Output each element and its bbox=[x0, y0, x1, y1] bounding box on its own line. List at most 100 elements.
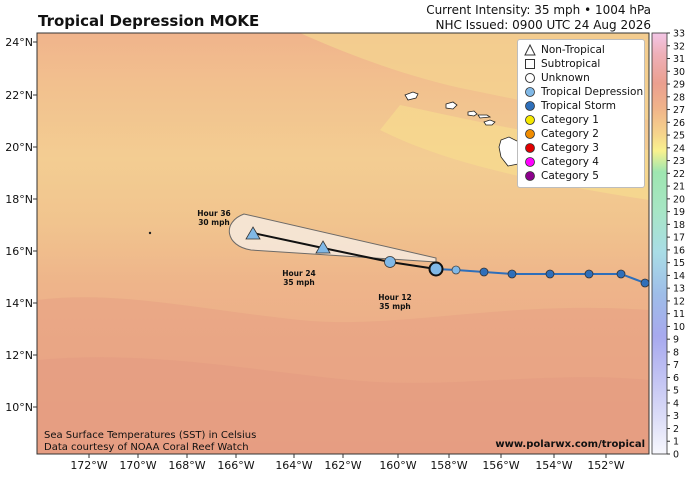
forecast-label-hour12-time: Hour 12 bbox=[378, 293, 412, 302]
legend-label: Tropical Storm bbox=[541, 100, 616, 112]
colorbar-tick-label: 29 bbox=[673, 80, 685, 91]
legend-item: Tropical Depression bbox=[518, 85, 646, 99]
legend-label: Category 5 bbox=[541, 170, 599, 182]
sst-credit-line2: Data courtesy of NOAA Coral Reef Watch bbox=[44, 442, 249, 453]
lon-label: 164°W bbox=[275, 459, 312, 472]
past-position-ts bbox=[507, 269, 517, 279]
lat-label: 12°N bbox=[5, 349, 33, 362]
lon-label: 172°W bbox=[70, 459, 107, 472]
colorbar-tick-label: 21 bbox=[673, 182, 685, 193]
lon-label: 156°W bbox=[482, 459, 519, 472]
colorbar-tick-label: 33 bbox=[673, 29, 685, 40]
legend-item: Unknown bbox=[518, 71, 646, 85]
map-legend: Non-Tropical Subtropical Unknown Tropica… bbox=[517, 39, 645, 188]
legend-label: Subtropical bbox=[541, 58, 601, 70]
lat-label: 24°N bbox=[5, 36, 33, 49]
circle-icon bbox=[525, 157, 535, 167]
legend-item: Subtropical bbox=[518, 57, 646, 71]
legend-label: Category 3 bbox=[541, 142, 599, 154]
lon-label: 166°W bbox=[217, 459, 254, 472]
legend-item: Category 3 bbox=[518, 141, 646, 155]
legend-item: Category 4 bbox=[518, 155, 646, 169]
forecast-label-hour24-time: Hour 24 bbox=[282, 269, 316, 278]
colorbar-tick-label: 19 bbox=[673, 207, 685, 218]
triangle-icon bbox=[524, 44, 536, 56]
forecast-track-line bbox=[252, 232, 437, 270]
advisory-issued: NHC Issued: 0900 UTC 24 Aug 2026 bbox=[435, 18, 651, 32]
colorbar-tick-label: 32 bbox=[673, 41, 685, 52]
circle-icon bbox=[525, 171, 535, 181]
past-position-ts bbox=[479, 267, 489, 277]
lat-label: 20°N bbox=[5, 141, 33, 154]
forecast-position-hour24 bbox=[315, 240, 331, 254]
colorbar-tick-label: 26 bbox=[673, 118, 685, 129]
forecast-cone bbox=[228, 213, 437, 263]
lat-label: 10°N bbox=[5, 401, 33, 414]
legend-item: Non-Tropical bbox=[518, 43, 646, 57]
circle-icon bbox=[525, 129, 535, 139]
legend-item: Category 5 bbox=[518, 169, 646, 183]
lon-label: 152°W bbox=[587, 459, 624, 472]
colorbar-tick-label: 0 bbox=[673, 450, 679, 461]
colorbar-tick-label: 7 bbox=[673, 360, 679, 371]
past-position-ts bbox=[640, 278, 650, 288]
forecast-label-hour24-wind: 35 mph bbox=[283, 278, 315, 287]
colorbar-tick-label: 12 bbox=[673, 296, 685, 307]
colorbar-tick-label: 16 bbox=[673, 245, 685, 256]
lon-label: 154°W bbox=[535, 459, 572, 472]
colorbar-tick-label: 4 bbox=[673, 398, 679, 409]
forecast-label-hour36-time: Hour 36 bbox=[197, 209, 231, 218]
lon-label: 168°W bbox=[168, 459, 205, 472]
colorbar-tick-label: 8 bbox=[673, 347, 679, 358]
colorbar-tick-label: 11 bbox=[673, 309, 685, 320]
website-link[interactable]: www.polarwx.com/tropical bbox=[495, 439, 645, 450]
legend-label: Category 4 bbox=[541, 156, 599, 168]
square-icon bbox=[525, 59, 535, 69]
colorbar-tick-label: 22 bbox=[673, 169, 685, 180]
storm-title: Tropical Depression MOKE bbox=[38, 12, 260, 30]
sst-credit-line1: Sea Surface Temperatures (SST) in Celsiu… bbox=[44, 430, 257, 441]
lon-label: 162°W bbox=[324, 459, 361, 472]
colorbar-tick-label: 27 bbox=[673, 105, 685, 116]
colorbar-tick-label: 31 bbox=[673, 54, 685, 65]
past-position-ts bbox=[545, 269, 555, 279]
past-track-line bbox=[435, 268, 646, 284]
legend-item: Category 2 bbox=[518, 127, 646, 141]
colorbar-tick-label: 5 bbox=[673, 386, 679, 397]
colorbar-tick-label: 9 bbox=[673, 335, 679, 346]
colorbar-tick-label: 3 bbox=[673, 411, 679, 422]
colorbar-ticks: 3332313029282726252423222120191817161514… bbox=[667, 29, 685, 461]
colorbar-tick-label: 20 bbox=[673, 194, 685, 205]
colorbar-tick-label: 10 bbox=[673, 322, 685, 333]
forecast-label-hour12-wind: 35 mph bbox=[379, 302, 411, 311]
lon-label: 160°W bbox=[379, 459, 416, 472]
lon-label: 170°W bbox=[119, 459, 156, 472]
colorbar-tick-label: 24 bbox=[673, 143, 685, 154]
colorbar-tick-label: 30 bbox=[673, 67, 685, 78]
forecast-label-hour36-wind: 30 mph bbox=[198, 218, 230, 227]
lat-label: 14°N bbox=[5, 297, 33, 310]
circle-icon bbox=[525, 101, 535, 111]
current-position bbox=[428, 261, 444, 277]
circle-icon bbox=[525, 87, 535, 97]
lat-label: 16°N bbox=[5, 245, 33, 258]
past-position-ts bbox=[616, 269, 626, 279]
legend-label: Category 1 bbox=[541, 114, 599, 126]
past-position-ts bbox=[584, 269, 594, 279]
forecast-position-hour36 bbox=[245, 226, 261, 240]
circle-icon bbox=[525, 143, 535, 153]
legend-item: Category 1 bbox=[518, 113, 646, 127]
past-position-td bbox=[451, 265, 461, 275]
colorbar-tick-label: 25 bbox=[673, 131, 685, 142]
circle-icon bbox=[525, 115, 535, 125]
colorbar-tick-label: 23 bbox=[673, 156, 685, 167]
colorbar-tick-label: 14 bbox=[673, 271, 685, 282]
legend-label: Category 2 bbox=[541, 128, 599, 140]
colorbar-tick-label: 2 bbox=[673, 424, 679, 435]
legend-label: Non-Tropical bbox=[541, 44, 605, 56]
legend-label: Tropical Depression bbox=[541, 86, 644, 98]
lat-label: 18°N bbox=[5, 193, 33, 206]
legend-item: Tropical Storm bbox=[518, 99, 646, 113]
circle-icon bbox=[525, 73, 535, 83]
colorbar-tick-label: 15 bbox=[673, 258, 685, 269]
